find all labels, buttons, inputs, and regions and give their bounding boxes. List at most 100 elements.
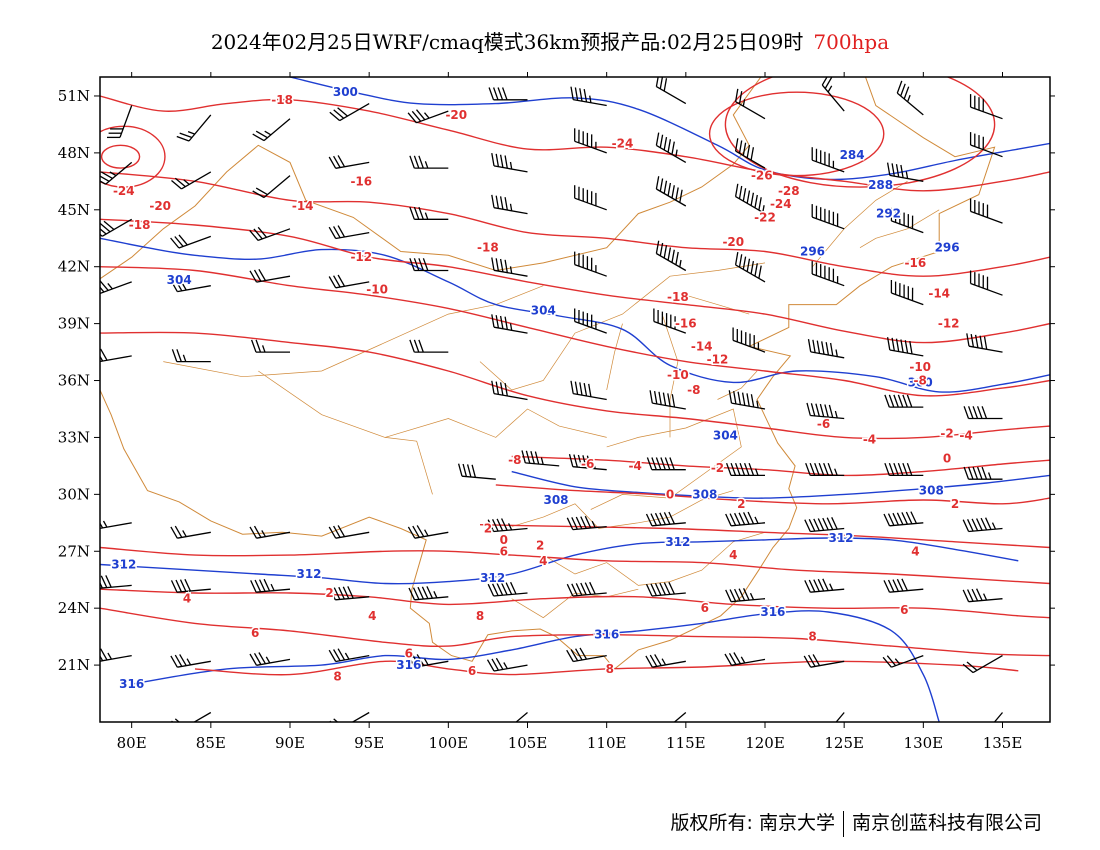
wind-barb bbox=[835, 712, 845, 722]
temperature-contour-label: -6 bbox=[581, 457, 594, 471]
wind-barb bbox=[249, 268, 291, 283]
temperature-contour-label: -2 bbox=[940, 427, 953, 441]
temperature-contour-label: 0 bbox=[500, 533, 508, 547]
wind-barb bbox=[966, 333, 1003, 353]
temperature-contour-label: 4 bbox=[539, 554, 547, 568]
height-contour bbox=[289, 77, 1050, 181]
wind-barb bbox=[491, 152, 528, 173]
wind-barb bbox=[100, 520, 132, 530]
temperature-contour-label: -24 bbox=[612, 136, 634, 150]
temperature-contour-label: 6 bbox=[405, 647, 413, 661]
wind-barb bbox=[170, 525, 211, 539]
wind-barb bbox=[328, 155, 370, 169]
wind-barb bbox=[725, 511, 766, 527]
height-contour-label: 308 bbox=[919, 484, 944, 498]
wind-barb bbox=[568, 454, 607, 471]
temperature-closed-contour bbox=[708, 91, 885, 177]
wind-barb bbox=[100, 218, 133, 237]
temperature-contour bbox=[100, 607, 1050, 657]
wind-barb bbox=[883, 578, 924, 593]
province-border bbox=[812, 180, 908, 267]
wind-barb bbox=[249, 652, 291, 666]
wind-barb bbox=[811, 261, 845, 287]
wind-barb bbox=[574, 251, 607, 277]
wind-barb bbox=[170, 578, 211, 593]
wind-barb bbox=[886, 337, 924, 357]
temperature-contour bbox=[100, 331, 1050, 440]
temperature-contour bbox=[100, 95, 1050, 192]
height-contour-label: 300 bbox=[908, 375, 933, 389]
temperature-contour-label: -20 bbox=[149, 199, 171, 213]
temperature-contour-label: 0 bbox=[943, 451, 951, 465]
wind-barb bbox=[725, 588, 766, 603]
x-tick-label: 90E bbox=[275, 734, 305, 752]
temperature-contour-label: 8 bbox=[606, 662, 614, 676]
wind-barb bbox=[734, 138, 766, 169]
china-border-layer bbox=[100, 77, 996, 670]
copyright-right: 南京创蓝科技有限公司 bbox=[851, 812, 1042, 834]
wind-barb bbox=[646, 457, 686, 471]
wind-barb bbox=[491, 257, 528, 277]
wind-barb bbox=[804, 517, 845, 533]
province-border bbox=[511, 588, 639, 619]
wind-barb bbox=[962, 588, 1003, 603]
wind-barb bbox=[171, 171, 212, 190]
wind-barb bbox=[649, 390, 686, 410]
temperature-contour-label: -16 bbox=[905, 256, 927, 270]
wind-barb bbox=[457, 463, 496, 480]
wind-barb bbox=[884, 462, 924, 477]
temperature-contour-label: -2 bbox=[711, 461, 724, 475]
wind-barb bbox=[883, 511, 924, 527]
wind-barb bbox=[655, 240, 687, 272]
wind-barb bbox=[655, 176, 687, 207]
temperature-contour bbox=[495, 484, 1050, 505]
wind-barb bbox=[811, 204, 845, 230]
temperature-contour-label: 4 bbox=[729, 548, 737, 562]
temperature-contour-label: -4 bbox=[629, 459, 642, 473]
wind-barb bbox=[890, 280, 924, 306]
temperature-contour-label: 4 bbox=[368, 609, 376, 623]
x-tick-label: 85E bbox=[196, 734, 226, 752]
height-contour-label: 304 bbox=[167, 273, 192, 287]
wind-barb bbox=[890, 207, 924, 234]
height-contour-label: 316 bbox=[760, 605, 785, 619]
wind-barb bbox=[645, 511, 686, 527]
wind-barb bbox=[645, 581, 686, 597]
wind-barb bbox=[171, 349, 211, 363]
temperature-contour-label: -24 bbox=[770, 197, 792, 211]
temperature-contour-label: -8 bbox=[508, 453, 521, 467]
temperature-contour-label: -22 bbox=[754, 210, 776, 224]
wind-barb bbox=[882, 654, 924, 668]
temperature-contour-label: -10 bbox=[667, 368, 689, 382]
wind-barb bbox=[886, 162, 924, 182]
temperature-contour-label: -16 bbox=[350, 174, 372, 188]
temperature-contour-label: -20 bbox=[722, 235, 744, 249]
wind-barb bbox=[804, 578, 845, 593]
wind-barb bbox=[487, 581, 528, 597]
wind-barb bbox=[969, 94, 1003, 120]
temperature-contour-label: -18 bbox=[271, 93, 293, 107]
y-tick-label: 30N bbox=[58, 485, 90, 503]
y-tick-label: 21N bbox=[58, 656, 90, 674]
wind-barb bbox=[566, 515, 607, 531]
temperature-contour-label: 4 bbox=[911, 544, 919, 558]
wind-barb bbox=[100, 575, 132, 589]
wind-barb bbox=[806, 402, 845, 420]
temperature-contour-label: 6 bbox=[468, 664, 476, 678]
wind-barb bbox=[673, 712, 687, 722]
wind-barb bbox=[811, 147, 845, 173]
geopotential-height-layer bbox=[100, 77, 1050, 722]
temperature-contour-label: -18 bbox=[667, 290, 689, 304]
wind-barb bbox=[969, 270, 1003, 296]
temperature-contour-label: 6 bbox=[701, 601, 709, 615]
wind-barb bbox=[171, 711, 212, 722]
wind-barb bbox=[486, 657, 528, 672]
height-contour-label: 312 bbox=[665, 535, 690, 549]
temperature-contour-label: 6 bbox=[500, 544, 508, 558]
temperature-contour-label: 2 bbox=[325, 586, 333, 600]
wind-barb bbox=[491, 380, 528, 401]
height-contour-label: 296 bbox=[800, 245, 825, 259]
wind-barb bbox=[329, 586, 370, 601]
y-tick-label: 24N bbox=[58, 599, 90, 617]
